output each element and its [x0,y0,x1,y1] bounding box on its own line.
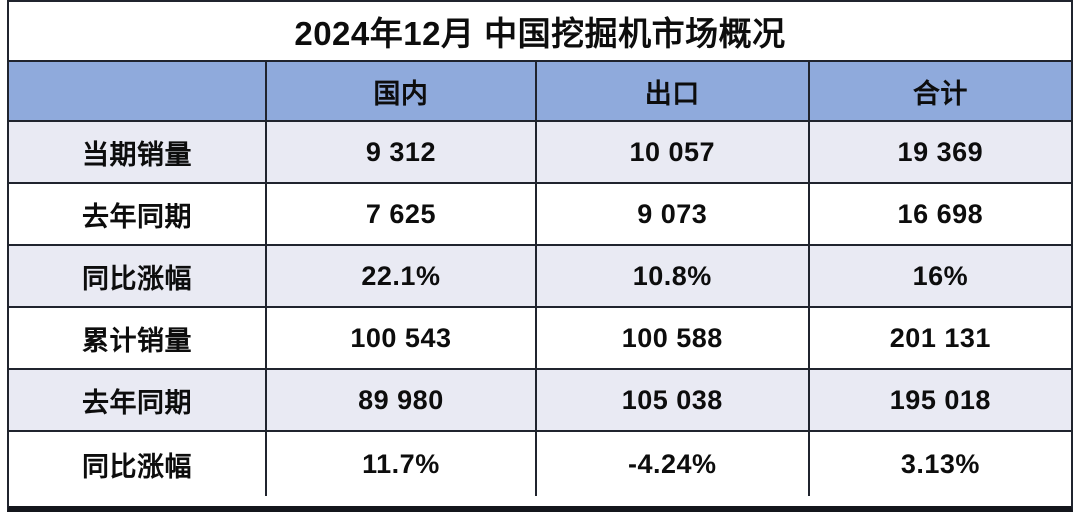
table-header-row: 国内 出口 合计 [9,62,1071,122]
market-overview-table: 2024年12月 中国挖掘机市场概况 国内 出口 合计 当期销量 9 312 1… [7,0,1073,512]
cell-export: -4.24% [537,432,810,496]
cell-domestic: 11.7% [267,432,537,496]
cell-total: 19 369 [897,136,984,167]
header-cell-export: 出口 [537,62,810,120]
row-label: 去年同期 [9,370,268,430]
table-row-current-sales: 当期销量 9 312 10 057 19 369 [9,122,1071,184]
cell-domestic: 9 312 [267,122,537,182]
cell-export: 100 588 [537,308,810,368]
cell-total: 195 018 [889,384,991,415]
table-row-cumulative-yoy-growth: 同比涨幅 11.7% -4.24% 3.13% [9,432,1071,496]
cell-domestic: 7 625 [267,184,537,244]
row-label: 当期销量 [9,122,268,182]
cell-total: 16% [912,260,969,291]
table-row-cumulative-last-year: 去年同期 89 980 105 038 195 018 [9,370,1071,432]
row-label: 同比涨幅 [9,246,268,306]
cell-total: 16 698 [897,198,984,229]
cell-export: 105 038 [537,370,810,430]
table-title: 2024年12月 中国挖掘机市场概况 [294,15,786,52]
cell-domestic: 22.1% [267,246,537,306]
table-row-yoy-growth: 同比涨幅 22.1% 10.8% 16% [9,246,1071,308]
table-row-cumulative-sales: 累计销量 100 543 100 588 201 131 [9,308,1071,370]
header-cell-domestic: 国内 [267,62,537,120]
cell-total: 3.13% [900,448,980,479]
table-row-last-year-same-period: 去年同期 7 625 9 073 16 698 [9,184,1071,246]
cell-domestic: 100 543 [267,308,537,368]
header-cell-empty [9,62,268,120]
cell-export: 10.8% [537,246,810,306]
row-label: 同比涨幅 [9,432,268,496]
table-title-bar: 2024年12月 中国挖掘机市场概况 [9,2,1071,62]
row-label: 去年同期 [9,184,268,244]
cell-total: 201 131 [889,322,991,353]
row-label: 累计销量 [9,308,268,368]
cell-export: 9 073 [537,184,810,244]
header-cell-total: 合计 [912,78,968,109]
cell-domestic: 89 980 [267,370,537,430]
cell-export: 10 057 [537,122,810,182]
